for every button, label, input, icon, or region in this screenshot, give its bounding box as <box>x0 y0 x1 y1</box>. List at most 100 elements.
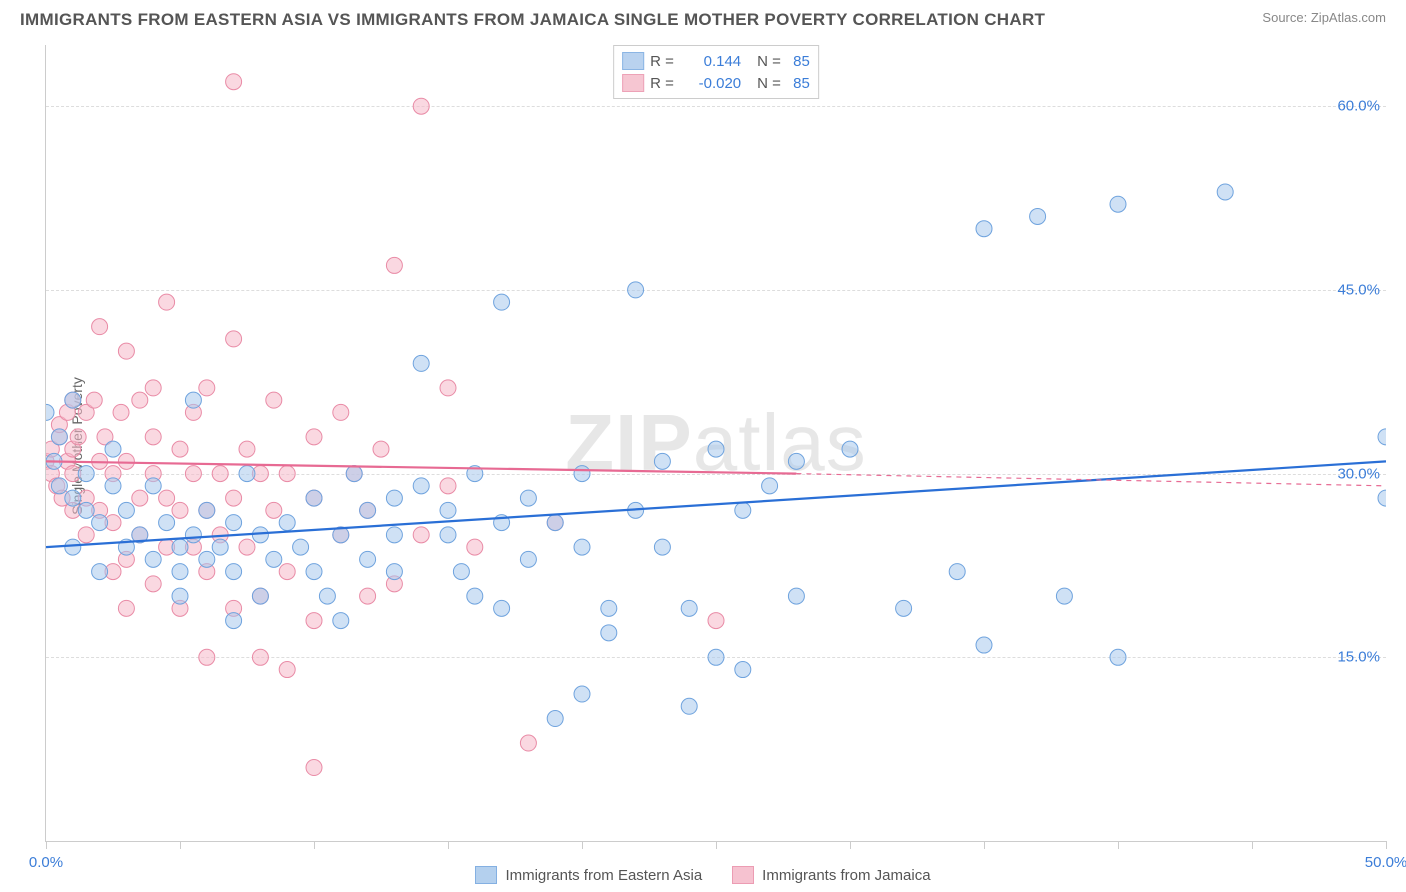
r-label: R = <box>650 53 680 70</box>
x-tick <box>180 841 181 849</box>
legend-swatch <box>622 74 644 92</box>
data-point <box>226 564 242 580</box>
data-point <box>70 429 86 445</box>
legend-label: Immigrants from Eastern Asia <box>505 867 702 884</box>
data-point <box>212 539 228 555</box>
data-point <box>735 662 751 678</box>
data-point <box>520 735 536 751</box>
data-point <box>226 613 242 629</box>
data-point <box>601 625 617 641</box>
data-point <box>547 711 563 727</box>
data-point <box>494 294 510 310</box>
data-point <box>65 490 81 506</box>
legend-swatch <box>475 866 497 884</box>
data-point <box>185 466 201 482</box>
data-point <box>386 490 402 506</box>
data-point <box>65 539 81 555</box>
data-point <box>92 564 108 580</box>
data-point <box>92 515 108 531</box>
data-point <box>467 539 483 555</box>
data-point <box>279 515 295 531</box>
r-value: -0.020 <box>686 75 741 92</box>
n-label: N = <box>757 53 787 70</box>
data-point <box>159 515 175 531</box>
data-point <box>51 429 67 445</box>
data-point <box>681 600 697 616</box>
data-point <box>708 441 724 457</box>
data-point <box>360 551 376 567</box>
data-point <box>279 564 295 580</box>
data-point <box>132 392 148 408</box>
x-tick <box>716 841 717 849</box>
data-point <box>185 527 201 543</box>
data-point <box>92 319 108 335</box>
data-point <box>252 649 268 665</box>
data-point <box>1110 196 1126 212</box>
data-point <box>319 588 335 604</box>
data-point <box>293 539 309 555</box>
x-tick <box>314 841 315 849</box>
data-point <box>226 515 242 531</box>
x-tick <box>582 841 583 849</box>
data-point <box>78 527 94 543</box>
data-point <box>440 478 456 494</box>
data-point <box>226 490 242 506</box>
data-point <box>413 478 429 494</box>
data-point <box>199 380 215 396</box>
data-point <box>266 392 282 408</box>
data-point <box>105 478 121 494</box>
data-point <box>46 404 54 420</box>
data-point <box>494 600 510 616</box>
data-point <box>306 429 322 445</box>
data-point <box>440 502 456 518</box>
source-link[interactable]: ZipAtlas.com <box>1311 10 1386 25</box>
chart-source: Source: ZipAtlas.com <box>1262 10 1386 25</box>
data-point <box>118 453 134 469</box>
data-point <box>172 539 188 555</box>
x-tick <box>448 841 449 849</box>
data-point <box>239 466 255 482</box>
data-point <box>708 613 724 629</box>
trend-line-extension <box>796 474 1386 486</box>
data-point <box>360 502 376 518</box>
chart-title: IMMIGRANTS FROM EASTERN ASIA VS IMMIGRAN… <box>20 10 1045 30</box>
source-label: Source: <box>1262 10 1307 25</box>
data-point <box>1056 588 1072 604</box>
data-point <box>226 74 242 90</box>
data-point <box>949 564 965 580</box>
data-point <box>306 564 322 580</box>
data-point <box>159 490 175 506</box>
data-point <box>413 527 429 543</box>
data-point <box>788 588 804 604</box>
data-point <box>1378 429 1386 445</box>
data-point <box>654 453 670 469</box>
data-point <box>346 466 362 482</box>
data-point <box>132 490 148 506</box>
data-point <box>601 600 617 616</box>
data-point <box>1378 490 1386 506</box>
data-point <box>440 380 456 396</box>
data-point <box>212 466 228 482</box>
data-point <box>333 613 349 629</box>
data-point <box>574 539 590 555</box>
n-value: 85 <box>793 75 810 92</box>
data-point <box>252 527 268 543</box>
legend-row: R =0.144N =85 <box>622 50 810 72</box>
data-point <box>145 478 161 494</box>
data-point <box>453 564 469 580</box>
data-point <box>681 698 697 714</box>
data-point <box>386 257 402 273</box>
data-point <box>279 662 295 678</box>
data-point <box>172 588 188 604</box>
n-value: 85 <box>793 53 810 70</box>
data-point <box>78 502 94 518</box>
data-point <box>113 404 129 420</box>
data-point <box>1110 649 1126 665</box>
legend-item: Immigrants from Jamaica <box>732 866 930 884</box>
scatter-chart: ZIPatlas R =0.144N =85R =-0.020N =85 15.… <box>45 45 1386 842</box>
data-point <box>279 466 295 482</box>
data-point <box>373 441 389 457</box>
data-point <box>145 551 161 567</box>
data-point <box>172 441 188 457</box>
data-point <box>762 478 778 494</box>
